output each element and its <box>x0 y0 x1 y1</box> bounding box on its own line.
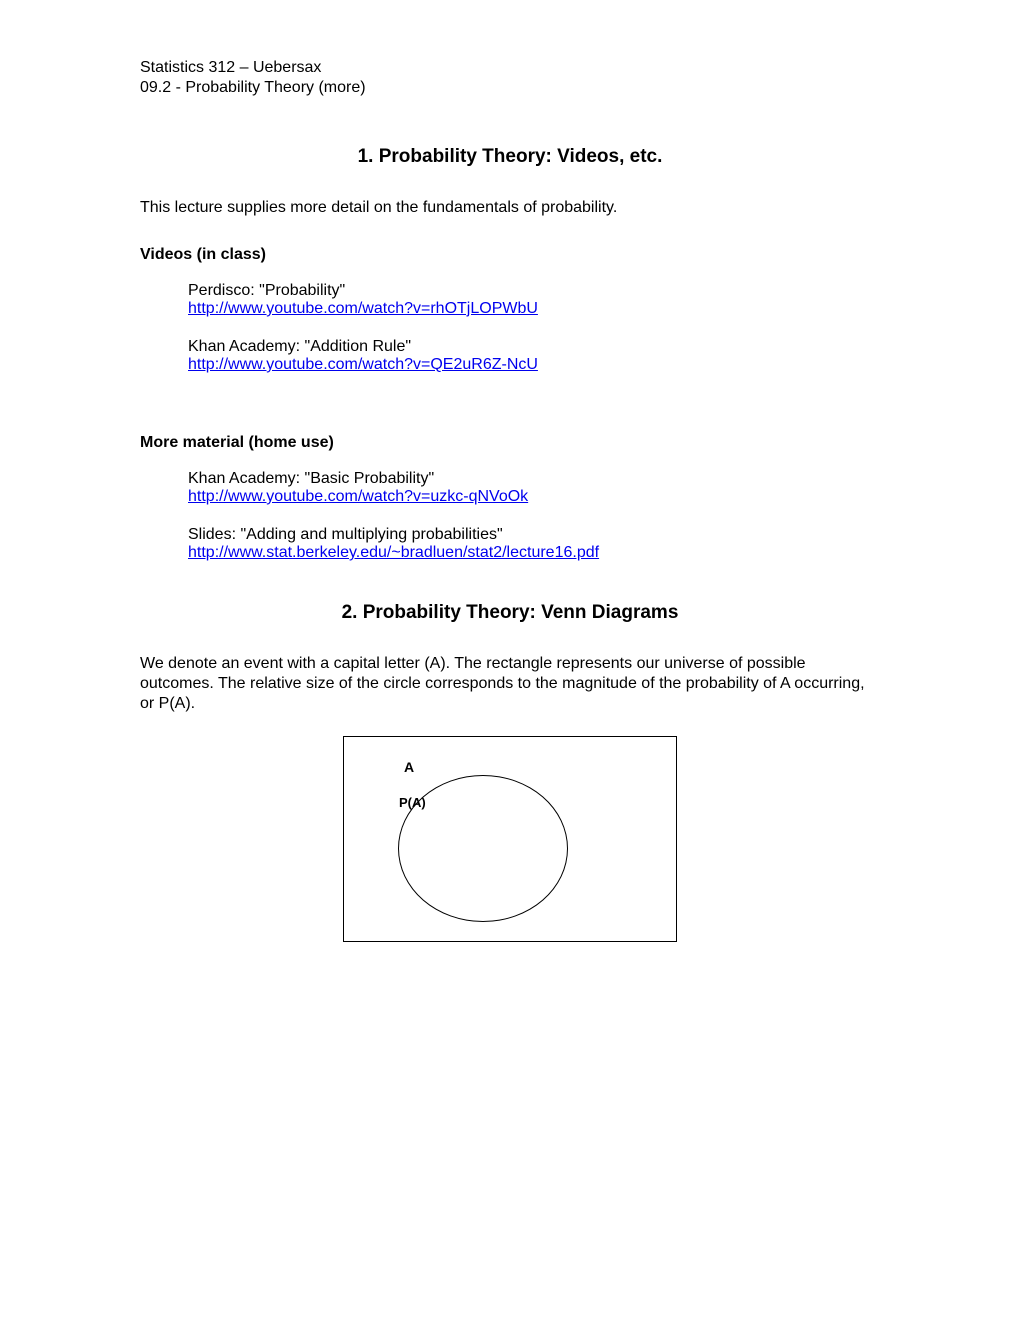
page: Statistics 312 – Uebersax 09.2 - Probabi… <box>0 0 1020 1320</box>
venn-label-pa: P(A) <box>399 795 426 810</box>
resource-item: Perdisco: "Probability" http://www.youtu… <box>188 282 880 318</box>
resource-link[interactable]: http://www.stat.berkeley.edu/~bradluen/s… <box>188 544 599 561</box>
resource-label: Khan Academy: "Basic Probability" <box>188 470 880 488</box>
resource-label: Khan Academy: "Addition Rule" <box>188 338 880 356</box>
venn-label-a: A <box>404 759 414 775</box>
course-header-line2: 09.2 - Probability Theory (more) <box>140 78 880 98</box>
section-1-title: 1. Probability Theory: Videos, etc. <box>140 146 880 168</box>
venn-universe-rectangle: A P(A) <box>343 736 677 942</box>
resource-item: Khan Academy: "Addition Rule" http://www… <box>188 338 880 374</box>
resource-label: Perdisco: "Probability" <box>188 282 880 300</box>
more-material-heading: More material (home use) <box>140 434 880 452</box>
resource-item: Slides: "Adding and multiplying probabil… <box>188 526 880 562</box>
section-2-title: 2. Probability Theory: Venn Diagrams <box>140 602 880 624</box>
videos-list: Perdisco: "Probability" http://www.youtu… <box>188 282 880 374</box>
section-2-intro: We denote an event with a capital letter… <box>140 654 880 714</box>
resource-link[interactable]: http://www.youtube.com/watch?v=QE2uR6Z-N… <box>188 356 538 373</box>
resource-link[interactable]: http://www.youtube.com/watch?v=uzkc-qNVo… <box>188 488 528 505</box>
section-1-intro: This lecture supplies more detail on the… <box>140 198 880 218</box>
videos-in-class-heading: Videos (in class) <box>140 246 880 264</box>
more-material-list: Khan Academy: "Basic Probability" http:/… <box>188 470 880 562</box>
resource-item: Khan Academy: "Basic Probability" http:/… <box>188 470 880 506</box>
venn-diagram-container: A P(A) <box>140 736 880 942</box>
resource-label: Slides: "Adding and multiplying probabil… <box>188 526 880 544</box>
resource-link[interactable]: http://www.youtube.com/watch?v=rhOTjLOPW… <box>188 300 538 317</box>
course-header-line1: Statistics 312 – Uebersax <box>140 58 880 78</box>
